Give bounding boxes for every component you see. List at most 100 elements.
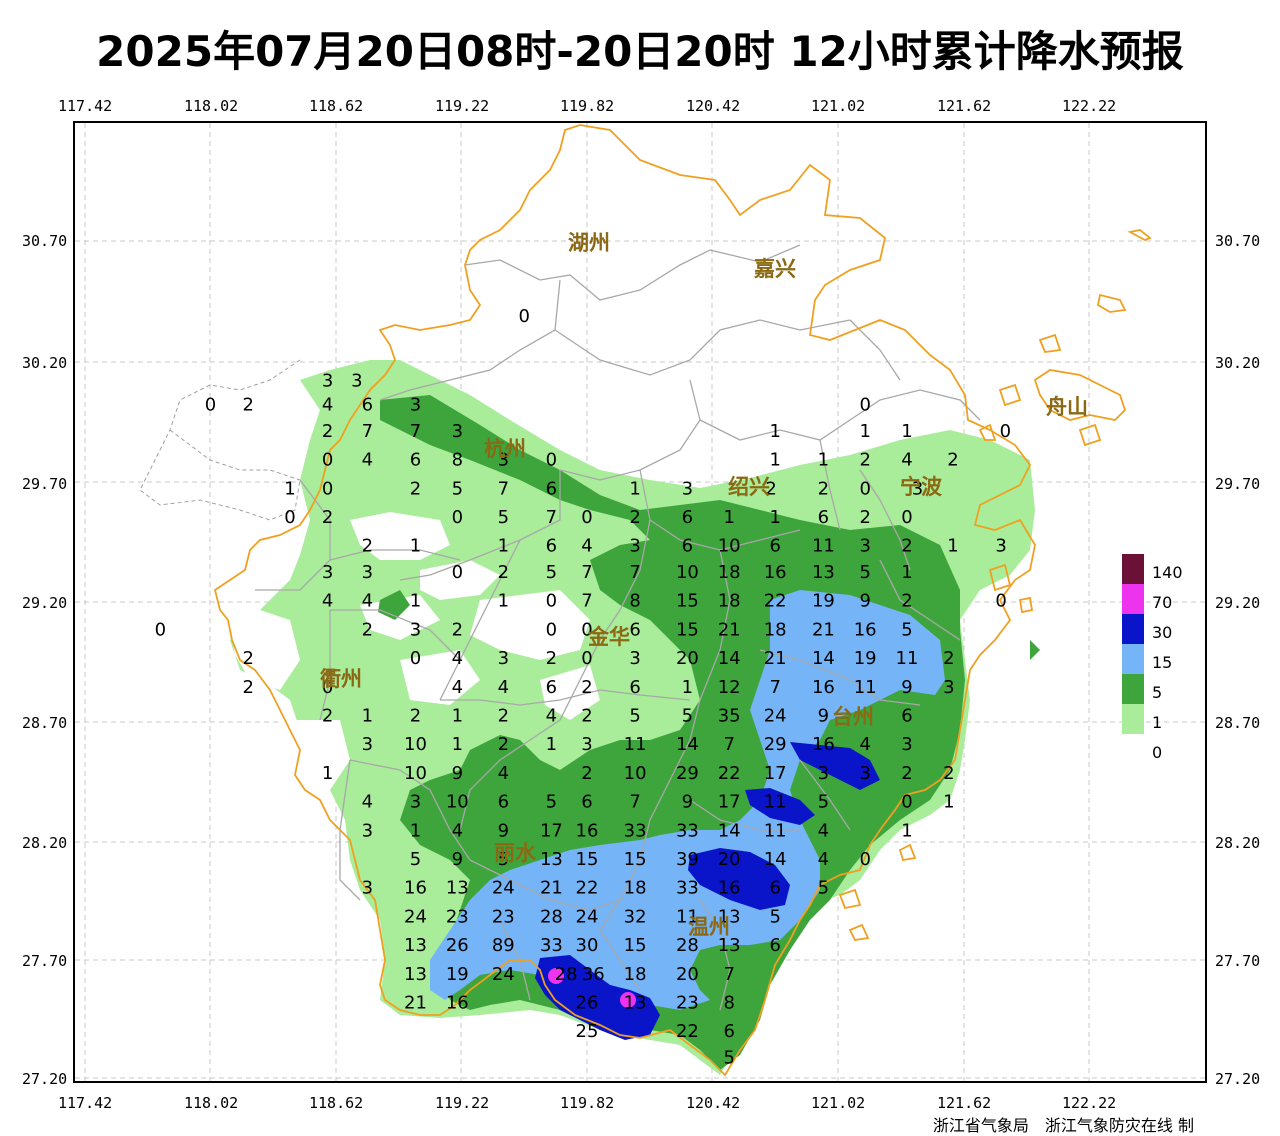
city-label-huzhou: 湖州 [568, 231, 610, 255]
station-value: 13 [812, 562, 835, 583]
station-value: 6 [581, 792, 592, 813]
station-value: 29 [764, 734, 787, 755]
station-value: 1 [723, 507, 734, 528]
station-value: 2 [818, 478, 829, 499]
station-value: 18 [718, 562, 741, 583]
station-value: 13 [624, 993, 647, 1014]
station-value: 0 [546, 450, 557, 471]
station-value: 0 [859, 395, 870, 416]
station-value: 25 [576, 1021, 599, 1042]
station-value: 36 [582, 964, 605, 985]
rain-band-30 [535, 742, 880, 1040]
station-value: 9 [452, 849, 463, 870]
lon-tick-bottom: 121.62 [937, 1094, 992, 1112]
station-value: 7 [723, 734, 734, 755]
station-value: 20 [676, 964, 699, 985]
city-label-hangzhou: 杭州 [484, 437, 526, 461]
station-value: 4 [546, 706, 557, 727]
station-value: 7 [546, 507, 557, 528]
station-value: 4 [452, 648, 463, 669]
station-value: 18 [764, 619, 787, 640]
station-value: 1 [818, 450, 829, 471]
legend-label: 70 [1152, 593, 1173, 612]
station-value: 0 [546, 619, 557, 640]
station-value: 4 [322, 395, 333, 416]
station-value: 2 [581, 763, 592, 784]
station-value: 33 [676, 878, 699, 899]
station-value: 28 [676, 935, 699, 956]
station-value: 5 [498, 507, 509, 528]
lat-tick-left: 29.20 [22, 594, 68, 612]
station-value: 4 [581, 536, 592, 557]
station-value: 3 [410, 792, 421, 813]
lon-tick-top: 118.62 [309, 97, 364, 115]
station-value: 8 [629, 591, 640, 612]
station-value: 1 [947, 536, 958, 557]
station-value: 7 [769, 677, 780, 698]
station-value: 4 [498, 677, 509, 698]
station-value: 14 [676, 734, 699, 755]
station-value: 6 [546, 478, 557, 499]
station-value: 4 [901, 450, 912, 471]
station-value: 21 [404, 993, 427, 1014]
lon-tick-bottom: 119.82 [560, 1094, 615, 1112]
station-value: 5 [723, 1048, 734, 1069]
lat-tick-left: 27.70 [22, 952, 68, 970]
station-value: 89 [492, 935, 515, 956]
station-value: 6 [498, 792, 509, 813]
station-value: 14 [718, 820, 741, 841]
station-value: 3 [410, 619, 421, 640]
station-value: 16 [446, 993, 469, 1014]
station-value: 2 [322, 706, 333, 727]
station-value: 2 [581, 706, 592, 727]
lon-tick-bottom: 117.42 [58, 1094, 113, 1112]
lon-tick-top: 119.22 [435, 97, 490, 115]
station-value: 12 [718, 677, 741, 698]
city-label-shaoxing: 绍兴 [728, 475, 770, 499]
station-value: 0 [322, 450, 333, 471]
station-value: 22 [676, 1021, 699, 1042]
lat-tick-left: 28.70 [22, 714, 68, 732]
station-value: 2 [410, 706, 421, 727]
station-value: 0 [284, 507, 295, 528]
station-value: 15 [624, 849, 647, 870]
station-value: 3 [581, 734, 592, 755]
station-value: 4 [452, 677, 463, 698]
lon-tick-bottom: 120.42 [686, 1094, 741, 1112]
station-value: 1 [452, 706, 463, 727]
station-value: 28 [555, 964, 578, 985]
station-value: 3 [498, 450, 509, 471]
station-value: 1 [682, 677, 693, 698]
station-value: 14 [718, 648, 741, 669]
legend-label: 30 [1152, 623, 1173, 642]
station-value: 21 [718, 619, 741, 640]
station-value: 6 [769, 878, 780, 899]
station-value: 19 [446, 964, 469, 985]
station-value: 15 [676, 591, 699, 612]
station-value: 5 [818, 792, 829, 813]
lat-tick-right: 27.20 [1215, 1070, 1261, 1088]
station-value: 10 [624, 763, 647, 784]
station-value: 1 [362, 706, 373, 727]
station-value: 1 [410, 536, 421, 557]
station-value: 0 [322, 677, 333, 698]
station-value: 24 [492, 878, 515, 899]
station-value: 6 [410, 450, 421, 471]
station-value: 10 [404, 734, 427, 755]
station-value: 2 [498, 562, 509, 583]
station-value: 0 [859, 849, 870, 870]
city-label-jinhua: 金华 [587, 625, 630, 649]
station-value: 0 [1000, 421, 1011, 442]
station-value: 7 [362, 421, 373, 442]
station-value: 1 [859, 421, 870, 442]
station-value: 0 [452, 562, 463, 583]
station-value: 24 [404, 906, 427, 927]
station-value: 2 [362, 536, 373, 557]
station-value: 4 [818, 820, 829, 841]
legend-label: 15 [1152, 653, 1173, 672]
station-value: 2 [410, 478, 421, 499]
station-value: 3 [629, 536, 640, 557]
legend-label: 1 [1152, 713, 1163, 732]
station-value: 7 [410, 421, 421, 442]
